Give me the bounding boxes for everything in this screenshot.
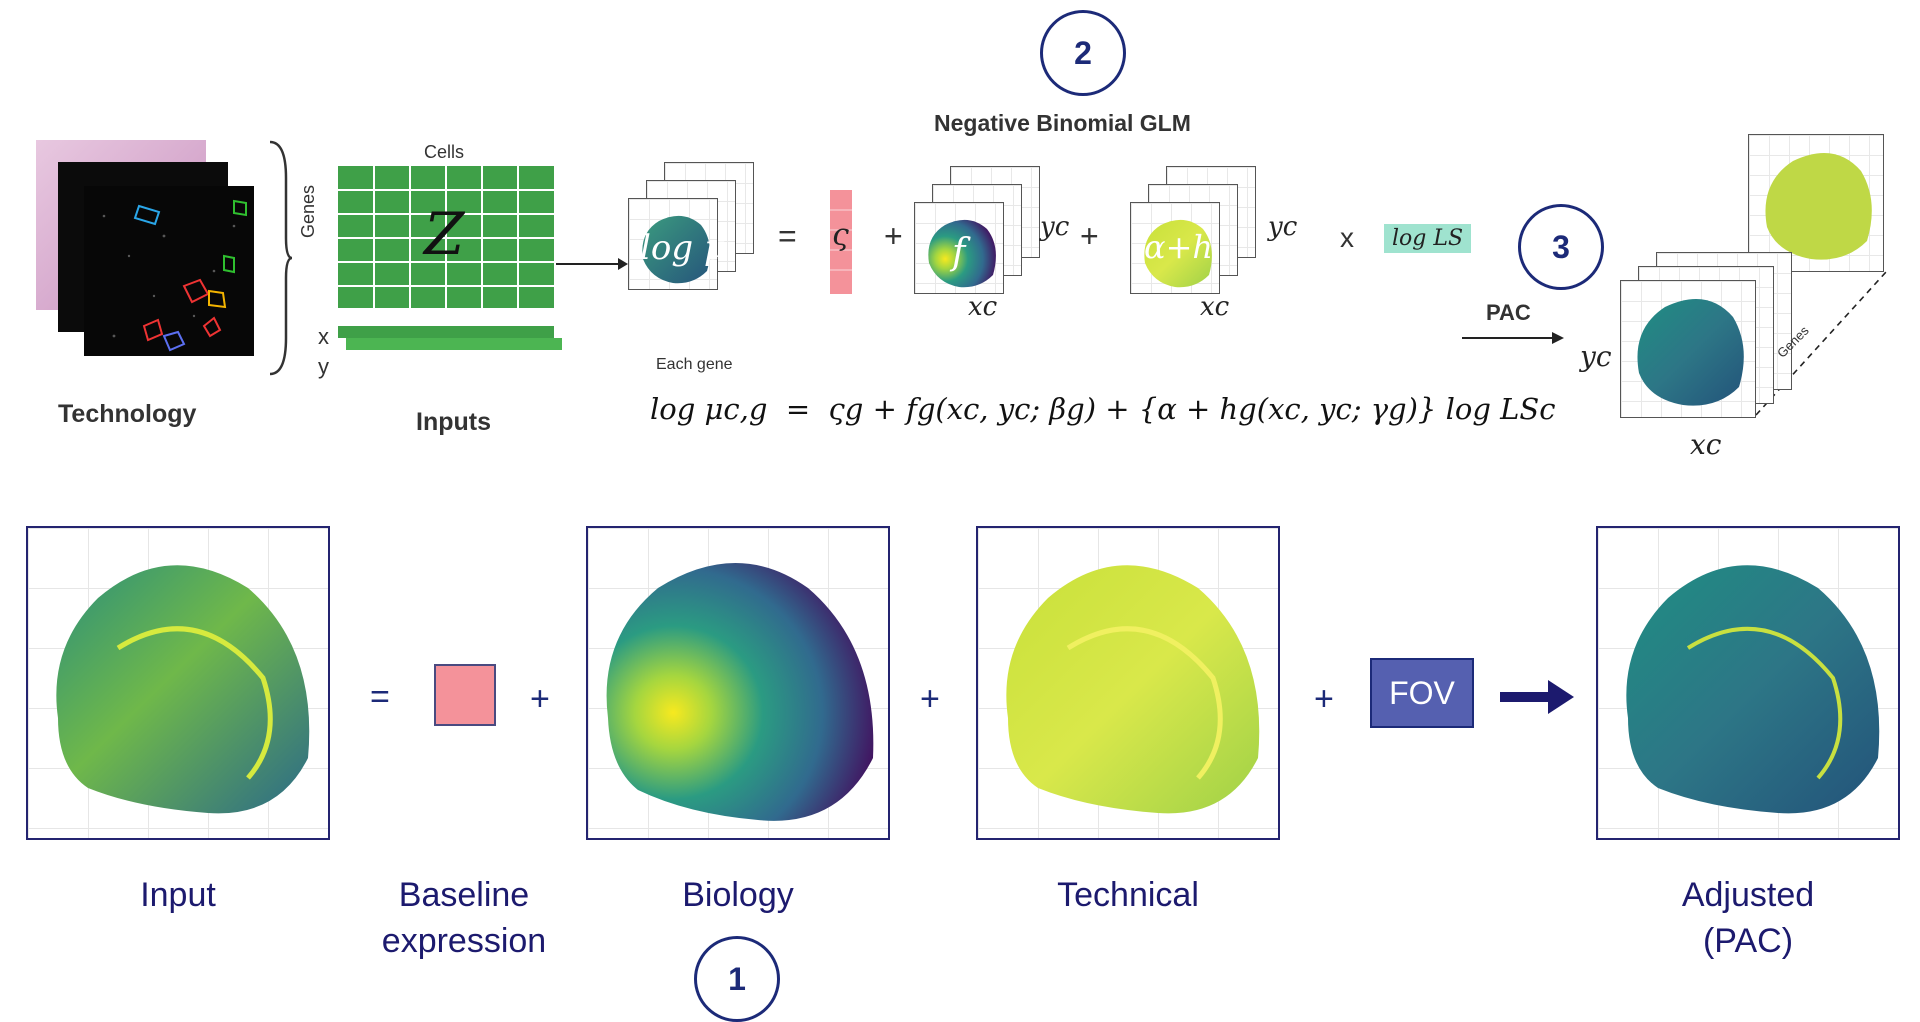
top-equals: = [778,218,797,254]
top-plus-2: + [1080,218,1099,254]
biology-panel [586,526,890,840]
log-mu-stack [628,162,754,302]
input-matrix [338,166,554,308]
input-panel [26,526,330,840]
inputs-label: Inputs [416,408,491,436]
pac-label: PAC [1486,300,1531,325]
baseline-label: Baseline expression [381,876,547,960]
top-times: x [1340,222,1354,253]
y-label: y [318,354,329,379]
f-xc-label: xc [968,292,998,322]
adjusted-label-2: (PAC) [1702,922,1794,960]
adjusted-panel [1596,526,1900,840]
adjusted-tissue [1626,565,1880,814]
input-tissue [56,565,310,814]
biology-label: Biology [682,876,794,914]
log-mu-symbol: log μ [640,228,727,268]
alpha-xc-label: xc [1200,292,1230,322]
technical-label: Technical [1057,876,1199,914]
log-ls-box: log LS [1384,224,1472,253]
f-stack [914,166,1040,298]
fluor-layer-2 [84,186,254,356]
cells-label: Cells [424,142,465,162]
technical-tissue [1006,565,1260,814]
technology-label: Technology [58,400,197,428]
sigma-vector [830,190,852,294]
pac-arrow [1462,332,1564,344]
adjust-arrow [1500,680,1574,714]
glm-title: Negative Binomial GLM [934,110,1191,136]
bottom-plus-1: + [530,680,550,718]
biology-tissue [606,563,874,821]
y-coord-bar [346,338,562,350]
adjusted-label-1: Adjusted [1681,876,1815,914]
f-symbol: f [952,232,966,273]
technology-image-stack [36,140,276,370]
x-label: x [318,324,329,349]
bottom-plus-2: + [920,680,940,718]
top-plus-1: + [884,218,903,254]
bottom-equals: = [370,678,390,716]
f-yc-label: yc [1040,212,1070,242]
baseline-box [434,664,496,726]
each-gene-label: Each gene [656,356,733,373]
fov-box: FOV [1370,658,1474,728]
alpha-h-stack [1130,166,1256,298]
input-label: Input [140,876,216,914]
genes-label: Genes [298,184,318,238]
output-xc-label: xc [1690,428,1722,461]
output-yc-label: yc [1580,340,1612,373]
output-stack [1612,130,1912,460]
alpha-yc-label: yc [1268,212,1298,242]
step-2-badge: 2 [1040,10,1126,96]
technical-panel [976,526,1280,840]
sigma-symbol: ς [832,218,849,253]
technology-brace [269,140,293,376]
alpha-h-symbol: α+h [1144,228,1214,266]
glm-equation: log μc,g = ςg + fg(xc, yc; βg) + {α + hg… [650,392,1556,426]
step-3-badge: 3 [1518,204,1604,290]
matrix-symbol: Z [424,200,465,268]
step-1-badge: 1 [694,936,780,1022]
inputs-arrow [556,258,628,270]
x-coord-bar [338,326,554,338]
fov-label: FOV [1389,674,1455,711]
bottom-plus-3: + [1314,680,1334,718]
